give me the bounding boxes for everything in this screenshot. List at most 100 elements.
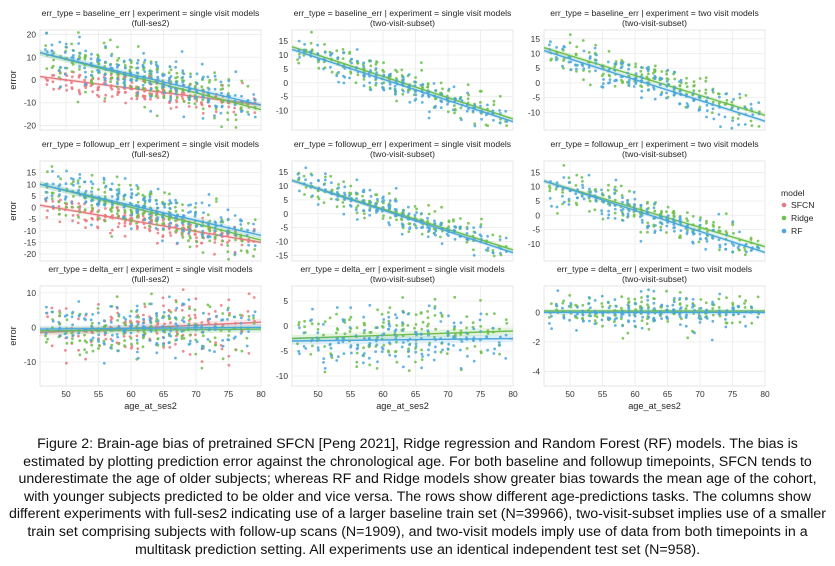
data-point	[324, 188, 327, 192]
data-point	[368, 331, 372, 334]
data-point	[672, 211, 676, 215]
data-point	[633, 203, 636, 206]
data-point	[297, 323, 301, 327]
data-point	[45, 196, 49, 200]
y-tick-label: -5	[281, 346, 289, 356]
data-point	[705, 109, 709, 113]
data-point	[123, 208, 127, 212]
data-point	[189, 210, 192, 214]
data-point	[180, 308, 184, 312]
data-point	[633, 314, 637, 318]
data-point	[626, 214, 630, 218]
data-point	[421, 225, 425, 229]
data-point	[141, 214, 145, 218]
data-point	[142, 61, 146, 64]
data-point	[640, 326, 644, 330]
data-point	[363, 323, 366, 327]
x-tick-label: 80	[256, 389, 266, 399]
data-point	[58, 189, 61, 193]
data-point	[493, 312, 496, 315]
data-point	[757, 101, 761, 104]
data-point	[148, 338, 152, 342]
data-point	[732, 244, 735, 247]
data-point	[388, 353, 392, 357]
data-point	[97, 199, 101, 203]
data-point	[341, 318, 345, 321]
data-point	[90, 223, 93, 227]
data-point	[440, 313, 444, 317]
data-point	[672, 70, 676, 74]
data-point	[169, 221, 172, 225]
y-tick-label: 10	[27, 52, 37, 62]
data-point	[71, 334, 75, 337]
data-point	[434, 327, 438, 331]
data-point	[240, 349, 244, 353]
panel-title: err_type = delta_err | experiment = sing…	[48, 264, 252, 274]
data-point	[593, 319, 597, 322]
data-point	[329, 174, 333, 178]
data-point	[162, 221, 166, 225]
data-point	[239, 321, 243, 325]
data-point	[672, 308, 675, 311]
data-point	[595, 53, 598, 57]
data-point	[72, 195, 75, 198]
data-point	[45, 67, 49, 70]
data-point	[335, 74, 339, 78]
data-point	[731, 223, 735, 227]
data-point	[428, 110, 431, 114]
data-point	[142, 198, 145, 202]
data-point	[97, 347, 100, 350]
data-point	[96, 88, 100, 92]
data-point	[77, 88, 81, 92]
data-point	[499, 335, 502, 339]
data-point	[110, 228, 114, 232]
figure-caption: Figure 2: Brain-age bias of pretrained S…	[8, 436, 827, 558]
data-point	[129, 337, 133, 340]
data-point	[240, 94, 243, 98]
data-point	[63, 201, 67, 205]
data-point	[162, 329, 165, 333]
data-point	[684, 81, 688, 85]
data-point	[387, 327, 390, 331]
data-point	[169, 310, 173, 314]
data-point	[298, 52, 301, 56]
data-point	[394, 354, 397, 358]
data-point	[323, 51, 327, 54]
data-point	[116, 78, 120, 81]
data-point	[621, 324, 624, 328]
data-point	[452, 219, 455, 223]
data-point	[96, 311, 100, 315]
regression-line	[39, 183, 262, 241]
data-point	[724, 247, 728, 251]
data-point	[51, 182, 55, 186]
data-point	[201, 251, 205, 254]
data-point	[756, 295, 760, 299]
data-point	[182, 115, 186, 119]
data-point	[445, 352, 449, 355]
data-point	[387, 205, 391, 209]
data-point	[148, 195, 152, 199]
data-point	[150, 292, 153, 296]
data-point	[208, 239, 212, 243]
data-point	[135, 308, 139, 312]
data-point	[214, 343, 218, 347]
data-point	[749, 107, 753, 110]
data-point	[697, 240, 701, 244]
data-point	[148, 229, 152, 233]
data-point	[692, 80, 696, 83]
data-point	[77, 215, 80, 219]
data-point	[169, 201, 173, 205]
data-point	[473, 124, 477, 128]
data-point	[679, 229, 683, 233]
data-point	[731, 301, 735, 305]
data-point	[226, 250, 230, 254]
data-point	[46, 170, 49, 174]
data-point	[77, 348, 80, 352]
data-point	[226, 338, 230, 341]
data-point	[738, 96, 742, 100]
data-point	[227, 329, 231, 333]
data-point	[680, 317, 683, 321]
data-point	[70, 61, 74, 65]
panel-subtitle: (two-visit-subset)	[622, 18, 687, 28]
